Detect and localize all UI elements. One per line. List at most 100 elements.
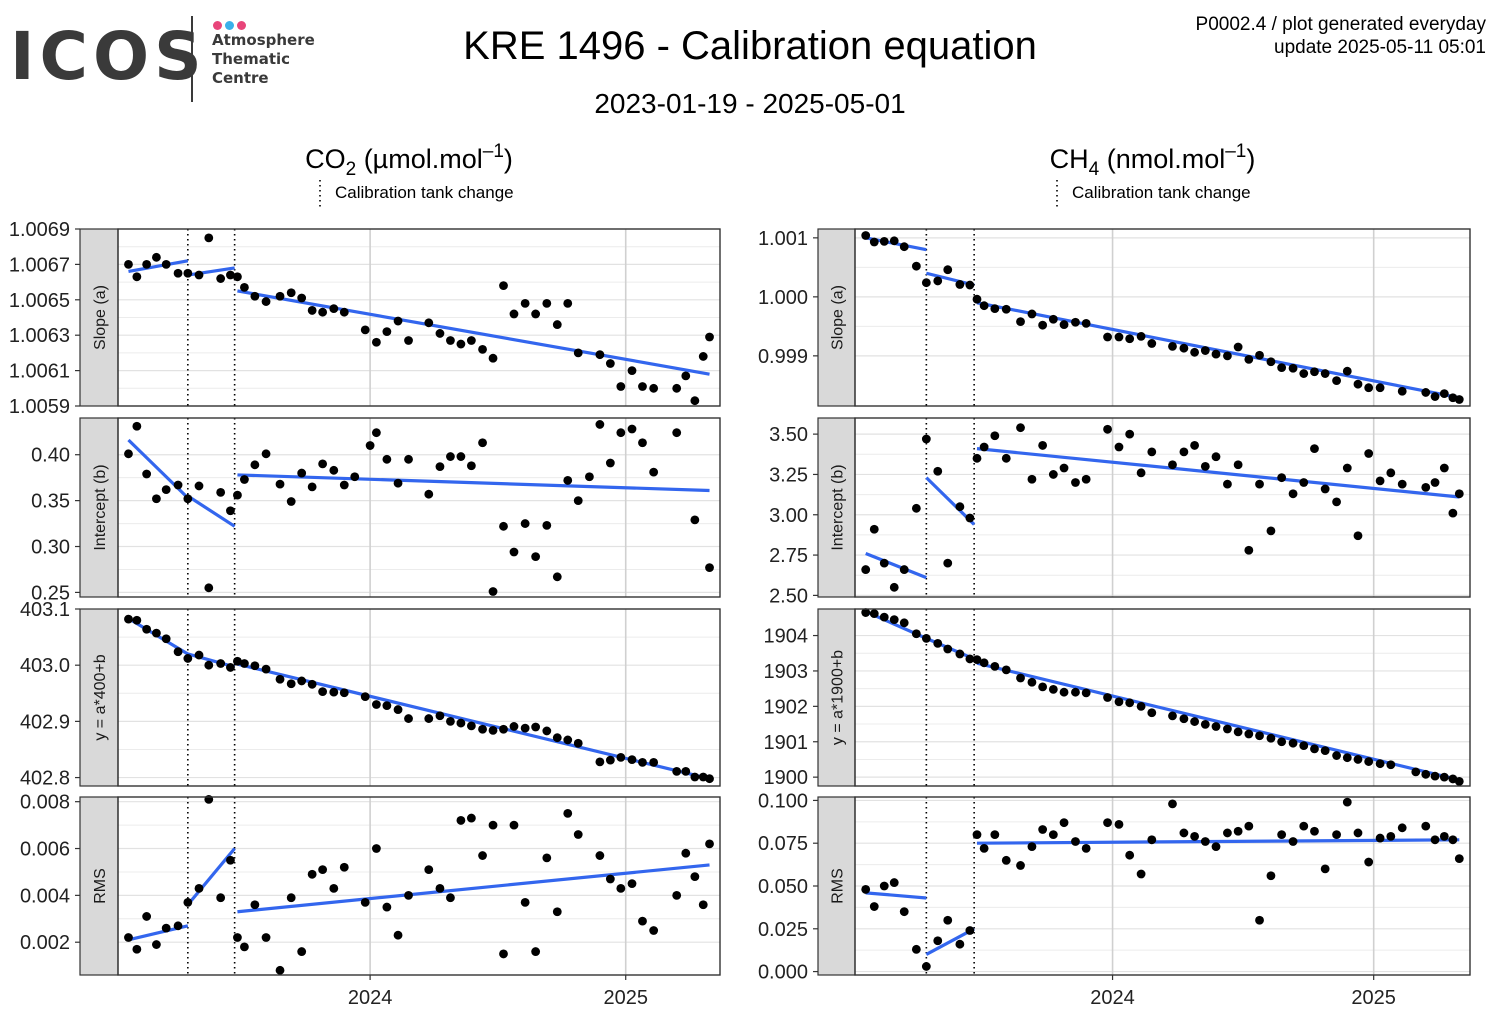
data-point — [542, 726, 552, 736]
data-point — [1059, 320, 1069, 329]
facet-strip — [817, 228, 856, 407]
data-point — [1038, 441, 1048, 450]
data-point — [531, 552, 541, 562]
panel-background — [118, 418, 720, 597]
data-point — [1168, 799, 1177, 809]
y-tick-label: 1903 — [764, 661, 809, 683]
data-point — [1299, 741, 1309, 751]
data-point — [1320, 369, 1330, 378]
page-title: KRE 1496 - Calibration equation — [463, 24, 1037, 68]
panel-border — [854, 608, 1471, 787]
data-point — [478, 851, 487, 860]
data-point — [404, 714, 413, 723]
data-point — [879, 236, 889, 246]
data-point — [990, 304, 1000, 314]
data-point — [1125, 429, 1135, 439]
data-point — [921, 962, 931, 971]
data-point — [424, 865, 434, 875]
data-point — [1430, 771, 1440, 781]
data-point — [132, 615, 142, 625]
data-point — [1364, 449, 1374, 458]
data-point — [649, 383, 659, 393]
data-point — [286, 893, 296, 903]
y-tick-label: 1901 — [764, 732, 809, 754]
data-point — [424, 489, 434, 499]
data-point — [286, 679, 296, 689]
data-point — [1179, 828, 1189, 838]
data-point — [1233, 826, 1243, 836]
data-point — [226, 506, 235, 516]
logo-line-2: Thematic — [212, 50, 291, 68]
y-tick-label: 1.001 — [758, 228, 808, 250]
data-point — [488, 587, 498, 596]
data-point — [1266, 733, 1276, 743]
data-point — [1386, 468, 1396, 478]
y-tick-label: 0.008 — [20, 792, 70, 814]
data-point — [404, 454, 413, 464]
data-point — [520, 298, 530, 308]
data-point — [605, 458, 615, 468]
data-point — [393, 930, 403, 940]
panel-border — [117, 608, 721, 787]
data-point — [1421, 482, 1431, 492]
fit-line — [865, 891, 927, 900]
data-point — [204, 794, 214, 804]
panel-background — [855, 418, 1470, 597]
data-point — [869, 524, 879, 534]
data-point — [605, 359, 615, 368]
data-point — [183, 897, 193, 907]
y-tick-label: 3.50 — [769, 424, 808, 446]
y-tick-label: 1902 — [764, 696, 809, 718]
data-point — [585, 472, 594, 482]
data-point — [1001, 453, 1011, 463]
data-point — [681, 371, 691, 381]
data-point — [705, 839, 714, 849]
facet-strip-label: Intercept (b) — [830, 464, 847, 550]
data-point — [1136, 701, 1146, 711]
data-point — [1071, 317, 1080, 327]
data-point — [1421, 388, 1431, 397]
data-point — [466, 813, 476, 823]
y-tick-label: 0.050 — [758, 876, 808, 898]
y-tick-label: 0.30 — [31, 537, 70, 559]
data-point — [393, 316, 403, 326]
data-point — [152, 628, 161, 638]
data-point — [124, 449, 133, 459]
data-point — [1147, 708, 1157, 718]
data-point — [672, 766, 682, 776]
data-point — [297, 468, 307, 478]
data-point — [1179, 447, 1189, 457]
data-point — [499, 724, 508, 734]
data-point — [921, 633, 931, 643]
data-point — [204, 233, 214, 243]
data-point — [1244, 354, 1254, 364]
data-point — [509, 309, 519, 319]
data-point — [161, 634, 171, 644]
data-point — [672, 890, 682, 900]
data-point — [194, 650, 204, 660]
data-point — [478, 344, 487, 354]
y-tick-label: 2.50 — [769, 585, 808, 607]
y-tick-label: 3.25 — [769, 464, 808, 486]
data-point — [879, 612, 889, 622]
data-point — [1114, 697, 1124, 707]
data-point — [1353, 379, 1363, 389]
data-point — [360, 692, 370, 702]
data-point — [979, 442, 989, 452]
data-point — [616, 382, 626, 391]
data-point — [250, 900, 260, 910]
data-point — [240, 283, 249, 292]
unit-text: (µmol.mol — [356, 144, 483, 174]
data-point — [1454, 854, 1464, 864]
facet-strip-label: Slope (a) — [92, 285, 109, 350]
fit-line — [865, 551, 927, 580]
data-point — [1038, 682, 1048, 692]
data-point — [1071, 478, 1080, 487]
logo-dot-1 — [213, 21, 222, 30]
data-point — [1397, 479, 1407, 489]
y-tick-label: 403.1 — [20, 599, 70, 621]
data-point — [1016, 317, 1025, 327]
data-point — [142, 260, 152, 269]
unit-superscript: –1 — [483, 141, 504, 162]
data-point — [1320, 484, 1330, 494]
